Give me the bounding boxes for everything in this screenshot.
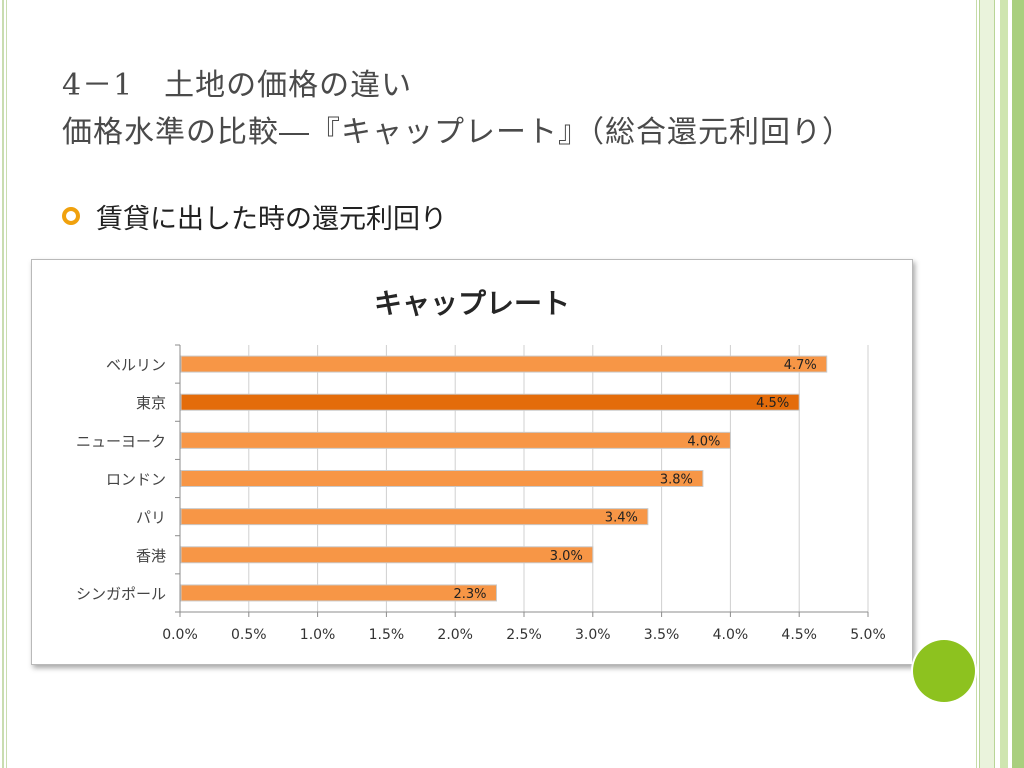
cap-rate-chart: キャップレート 0.0% 0.5% 1.0% 1.5% 2.0% 2.5% 3.0% 3.5%… bbox=[31, 259, 913, 665]
bullet-text: 賃貸に出した時の還元利回り bbox=[96, 203, 447, 235]
slide-title-line1: 4－1 土地の価格の違い bbox=[62, 68, 413, 103]
category-label: 香港 bbox=[136, 547, 166, 565]
bar bbox=[180, 470, 704, 487]
x-tick-label: 1.0% bbox=[300, 627, 336, 643]
green-circle-decoration bbox=[913, 640, 975, 702]
bar-value-label: 3.8% bbox=[660, 473, 693, 488]
circle-bullet-icon bbox=[62, 207, 80, 225]
x-tick-label: 4.0% bbox=[713, 627, 749, 643]
bar-value-label: 4.0% bbox=[687, 434, 720, 449]
category-label: ロンドン bbox=[106, 471, 166, 489]
bar-value-label: 3.4% bbox=[605, 511, 638, 526]
category-label: 東京 bbox=[136, 394, 166, 412]
category-label: パリ bbox=[136, 509, 166, 527]
slide-title: 4－1 土地の価格の違い 価格水準の比較―『キャップレート』（総合還元利回り） bbox=[62, 62, 853, 156]
x-tick-label: 0.5% bbox=[231, 627, 267, 643]
bar-value-label: 4.5% bbox=[756, 396, 789, 411]
category-label: ベルリン bbox=[106, 356, 166, 374]
x-tick-label: 5.0% bbox=[850, 627, 886, 643]
bar-value-label: 4.7% bbox=[784, 358, 817, 373]
chart-plot: 0.0% 0.5% 1.0% 1.5% 2.0% 2.5% 3.0% 3.5% 4.0% 4.5%… bbox=[76, 344, 886, 643]
x-tick-label: 0.0% bbox=[162, 627, 198, 643]
slide-title-line2: 価格水準の比較―『キャップレート』（総合還元利回り） bbox=[62, 115, 853, 150]
bar bbox=[180, 546, 594, 564]
bar-value-label: 2.3% bbox=[453, 587, 486, 602]
x-tick-label: 4.5% bbox=[781, 627, 817, 643]
x-tick-label: 3.0% bbox=[575, 627, 611, 643]
bar bbox=[180, 431, 731, 449]
category-label: シンガポール bbox=[76, 585, 166, 603]
x-tick-label: 1.5% bbox=[369, 627, 405, 643]
x-tick-label: 3.5% bbox=[644, 627, 680, 643]
bar bbox=[180, 355, 828, 373]
left-border-decoration bbox=[0, 0, 7, 768]
bullet-item: 賃貸に出した時の還元利回り bbox=[62, 196, 447, 236]
bar bbox=[180, 393, 800, 411]
x-tick-label: 2.5% bbox=[506, 627, 542, 643]
bar bbox=[180, 584, 497, 602]
category-label: ニューヨーク bbox=[76, 432, 166, 450]
bar bbox=[180, 508, 649, 526]
x-tick-label: 2.0% bbox=[437, 627, 473, 643]
chart-title: キャップレート bbox=[373, 287, 570, 320]
right-stripe-decoration bbox=[976, 0, 1024, 768]
bar-value-label: 3.0% bbox=[550, 549, 583, 564]
